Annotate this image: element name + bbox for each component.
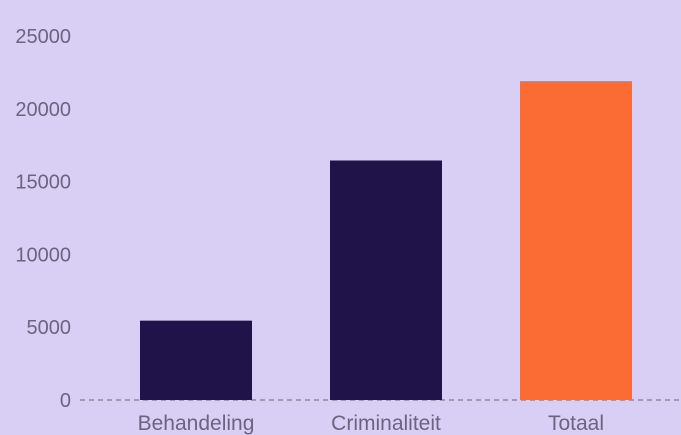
y-tick-label: 20000 bbox=[15, 99, 71, 121]
bar-criminaliteit bbox=[330, 160, 442, 400]
x-tick-label: Behandeling bbox=[138, 412, 255, 435]
y-tick-label: 15000 bbox=[15, 172, 71, 194]
x-tick-label: Totaal bbox=[548, 412, 604, 435]
bars bbox=[140, 81, 632, 401]
y-tick-label: 10000 bbox=[15, 244, 71, 266]
y-tick-label: 25000 bbox=[15, 26, 71, 48]
bar-behandeling bbox=[140, 320, 252, 400]
bar-totaal bbox=[520, 81, 632, 401]
y-tick-label: 5000 bbox=[27, 317, 72, 339]
x-tick-label: Criminaliteit bbox=[331, 412, 441, 435]
y-tick-label: 0 bbox=[60, 390, 71, 412]
x-axis: Behandeling Criminaliteit Totaal bbox=[138, 412, 604, 435]
y-axis: 0 5000 10000 15000 20000 25000 bbox=[15, 26, 71, 412]
